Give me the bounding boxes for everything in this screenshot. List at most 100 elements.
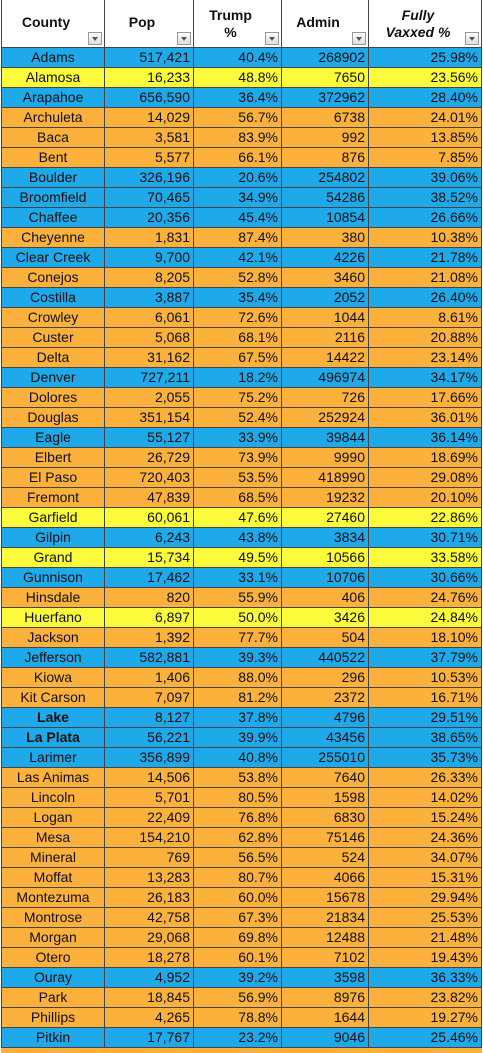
filter-button[interactable] (352, 32, 366, 45)
cell: 504 (282, 628, 369, 648)
cell: 68.5% (194, 488, 282, 508)
cell: Jackson (1, 628, 105, 648)
cell: 31,162 (105, 348, 194, 368)
cell: 4066 (282, 868, 369, 888)
cell: 3460 (282, 268, 369, 288)
cell: 18.69% (369, 448, 482, 468)
cell: 2116 (282, 328, 369, 348)
cell: 6830 (282, 808, 369, 828)
table-row: Gunnison 17,462 33.1% 10706 30.66% (1, 568, 482, 588)
cell: 17,767 (105, 1028, 194, 1048)
cell: Montrose (1, 908, 105, 928)
cell: 5,701 (105, 788, 194, 808)
cell: 26,183 (105, 888, 194, 908)
cell: 18.10% (369, 628, 482, 648)
table-row: Kit Carson 7,097 81.2% 2372 16.71% (1, 688, 482, 708)
table-row: Clear Creek 9,700 42.1% 4226 21.78% (1, 248, 482, 268)
table-row: Cheyenne 1,831 87.4% 380 10.38% (1, 228, 482, 248)
table-row: Dolores 2,055 75.2% 726 17.66% (1, 388, 482, 408)
cell: 53.5% (194, 468, 282, 488)
cell: 17.66% (369, 388, 482, 408)
cell: 727,211 (105, 368, 194, 388)
cell: 13,283 (105, 868, 194, 888)
header-text: Trump (209, 7, 252, 23)
table-row: Huerfano 6,897 50.0% 3426 24.84% (1, 608, 482, 628)
cell: 60.1% (194, 948, 282, 968)
cell: 440522 (282, 648, 369, 668)
filter-button[interactable] (88, 32, 102, 45)
header-cell: Trump% (194, 0, 282, 48)
cell: 26.66% (369, 208, 482, 228)
cell: Crowley (1, 308, 105, 328)
cell: 55.9% (194, 588, 282, 608)
cell: Custer (1, 328, 105, 348)
cell: 19.27% (369, 1008, 482, 1028)
cell: 56.9% (194, 988, 282, 1008)
table-row: Phillips 4,265 78.8% 1644 19.27% (1, 1008, 482, 1028)
table-row: Delta 31,162 67.5% 14422 23.14% (1, 348, 482, 368)
cell: 21.48% (369, 928, 482, 948)
cell: 56,221 (105, 728, 194, 748)
cell: 73.9% (194, 448, 282, 468)
table-row: Broomfield 70,465 34.9% 54286 38.52% (1, 188, 482, 208)
cell: 22,409 (105, 808, 194, 828)
cell: 29,068 (105, 928, 194, 948)
table-row: Logan 22,409 76.8% 6830 15.24% (1, 808, 482, 828)
cell: Park (1, 988, 105, 1008)
cell: 14422 (282, 348, 369, 368)
table-row: Conejos 8,205 52.8% 3460 21.08% (1, 268, 482, 288)
cell: 36.14% (369, 428, 482, 448)
cell: 47,839 (105, 488, 194, 508)
cell: 252924 (282, 408, 369, 428)
cell: 13.85% (369, 128, 482, 148)
cell: 50.0% (194, 608, 282, 628)
cell: 656,590 (105, 88, 194, 108)
cell: 6,061 (105, 308, 194, 328)
cell: 60.0% (194, 888, 282, 908)
cell: 30.66% (369, 568, 482, 588)
cell: 35.4% (194, 288, 282, 308)
table-row: Garfield 60,061 47.6% 27460 22.86% (1, 508, 482, 528)
table-row: Lincoln 5,701 80.5% 1598 14.02% (1, 788, 482, 808)
table-row: Fremont 47,839 68.5% 19232 20.10% (1, 488, 482, 508)
cell: Boulder (1, 168, 105, 188)
header-text: Pop (128, 14, 156, 30)
cell: Cheyenne (1, 228, 105, 248)
cell: La Plata (1, 728, 105, 748)
cell: 23.56% (369, 68, 482, 88)
cell: Hinsdale (1, 588, 105, 608)
filter-button[interactable] (177, 32, 191, 45)
cell: Gunnison (1, 568, 105, 588)
cell: 18,845 (105, 988, 194, 1008)
cell: 17,462 (105, 568, 194, 588)
cell: 9046 (282, 1028, 369, 1048)
cell: Otero (1, 948, 105, 968)
table-row: Jefferson 582,881 39.3% 440522 37.79% (1, 648, 482, 668)
cell: 5,577 (105, 148, 194, 168)
cell: 69.8% (194, 928, 282, 948)
cell: 6,243 (105, 528, 194, 548)
cell: 43.8% (194, 528, 282, 548)
cell: 77.7% (194, 628, 282, 648)
cell: 406 (282, 588, 369, 608)
cell: 43456 (282, 728, 369, 748)
cell: 7650 (282, 68, 369, 88)
filter-button[interactable] (265, 32, 279, 45)
cell: 29.51% (369, 708, 482, 728)
cell: 3834 (282, 528, 369, 548)
filter-button[interactable] (465, 32, 479, 45)
cell: 3,581 (105, 128, 194, 148)
cell: 4226 (282, 248, 369, 268)
cell: 2052 (282, 288, 369, 308)
cell: 83.9% (194, 128, 282, 148)
cell: 296 (282, 668, 369, 688)
cell: 18.2% (194, 368, 282, 388)
cell: Garfield (1, 508, 105, 528)
cell: 356,899 (105, 748, 194, 768)
cell: 56.7% (194, 108, 282, 128)
cell: Mesa (1, 828, 105, 848)
cell: Conejos (1, 268, 105, 288)
cell: 33.1% (194, 568, 282, 588)
cell: 25.53% (369, 908, 482, 928)
